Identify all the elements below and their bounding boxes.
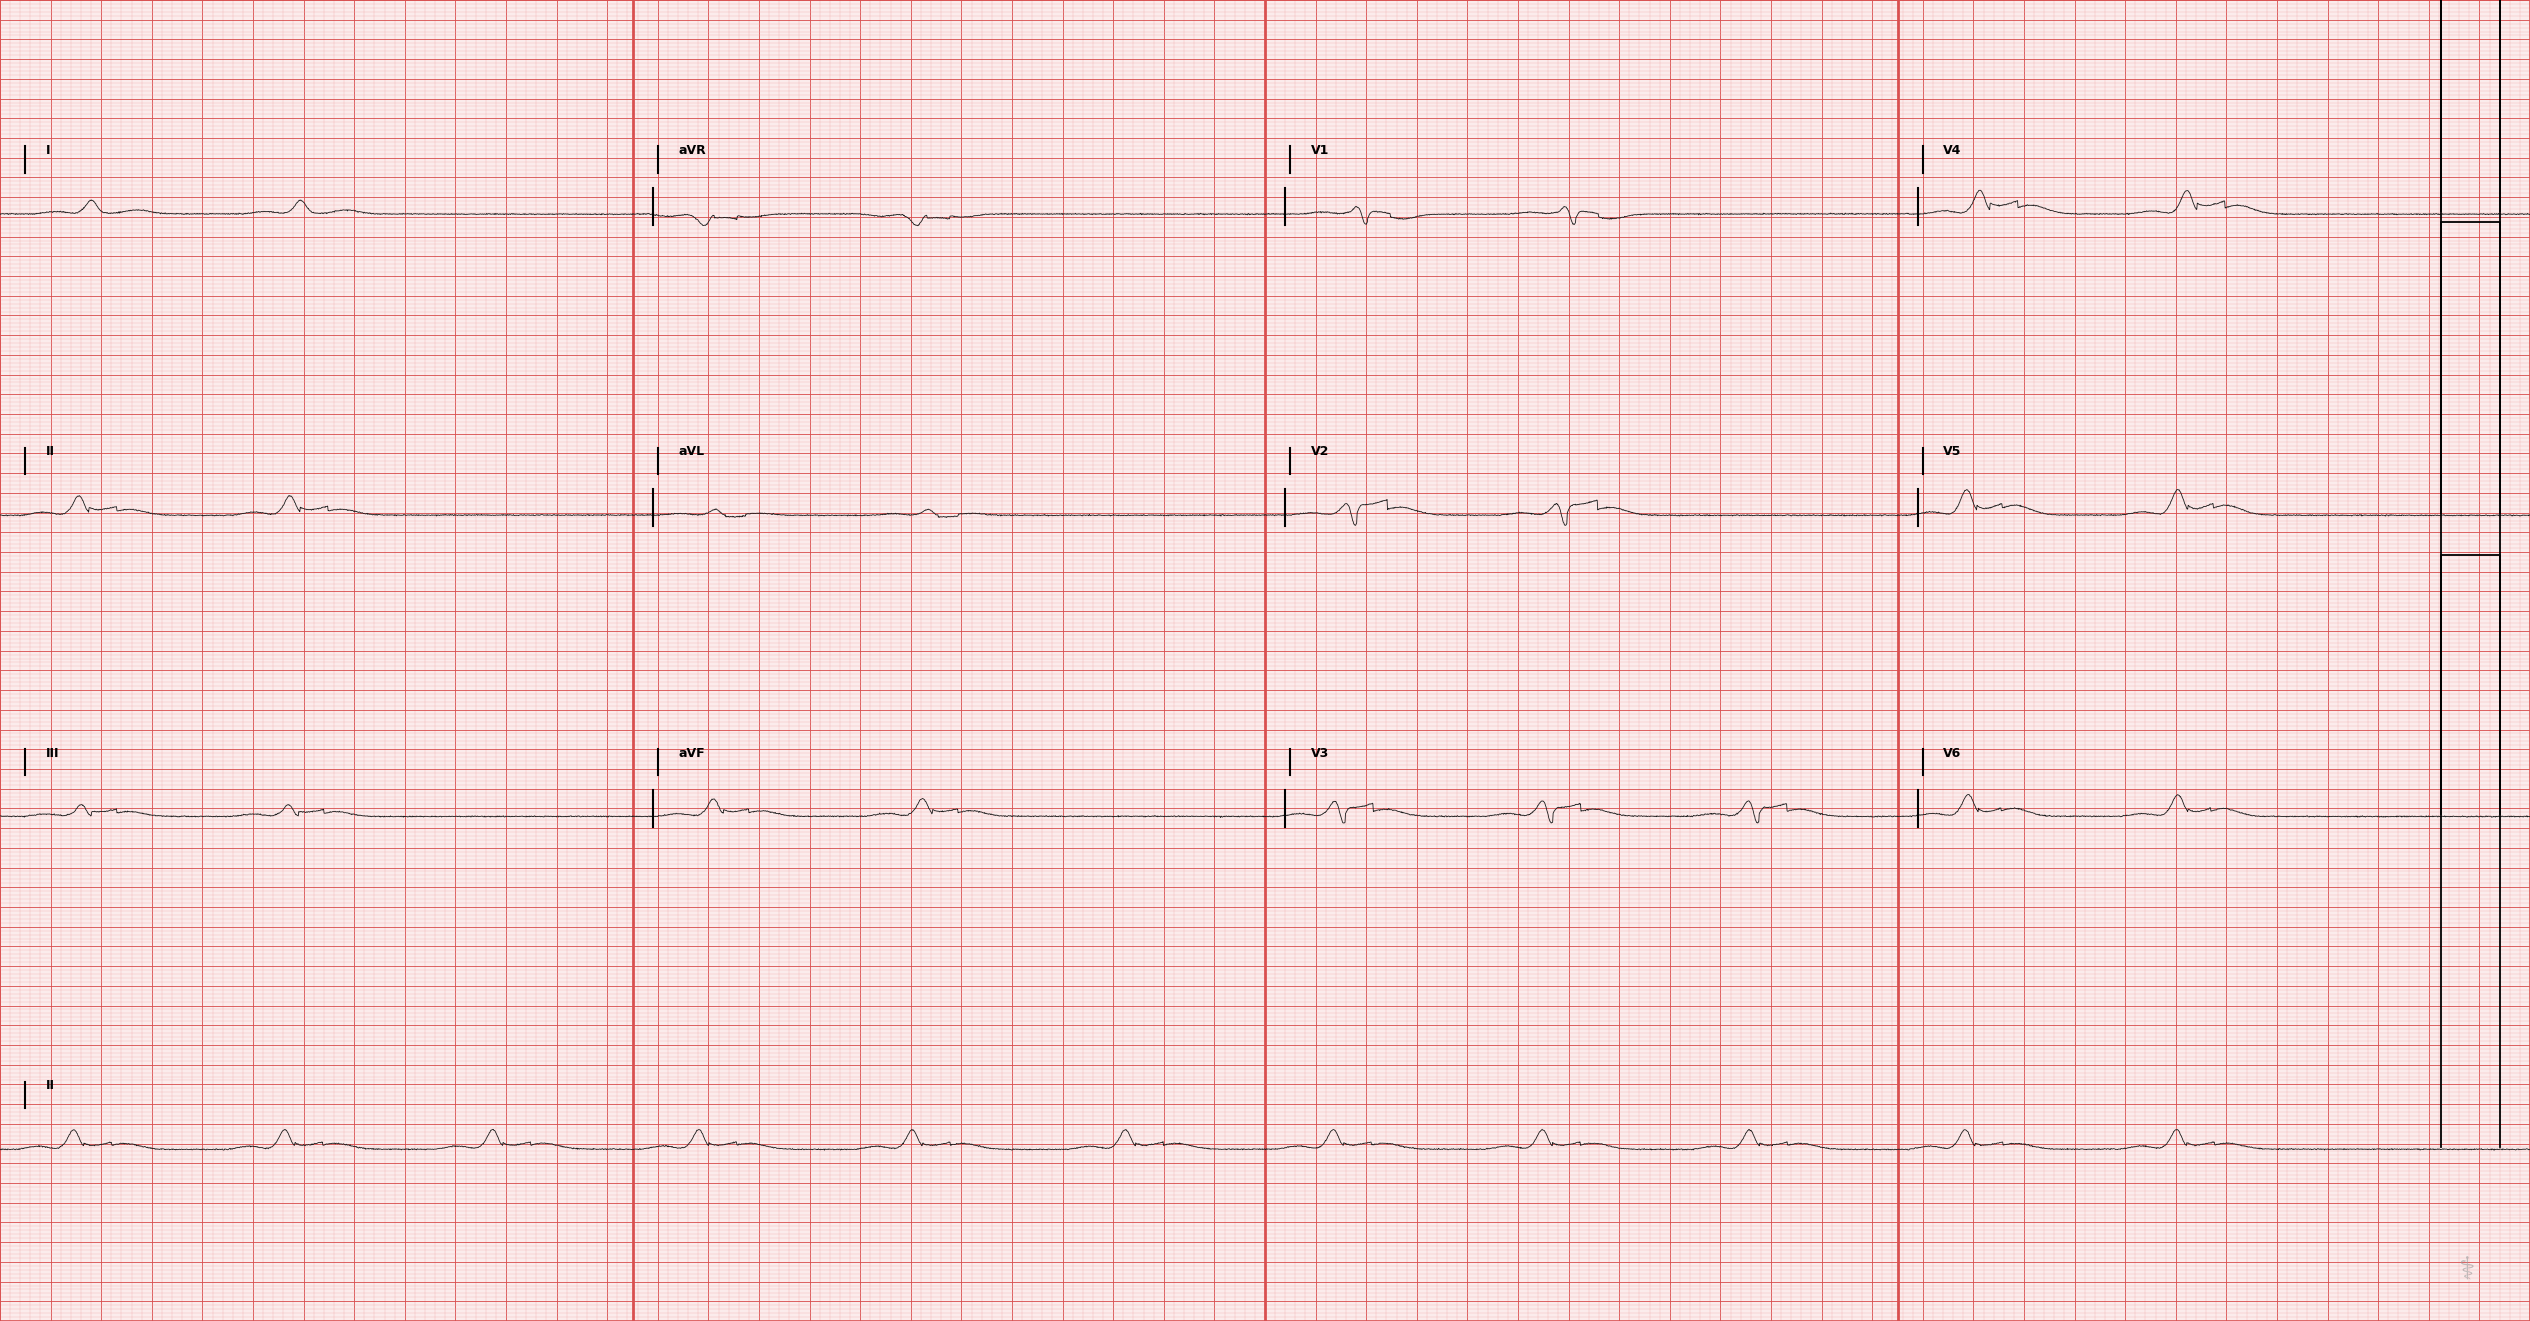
- Text: I: I: [46, 144, 51, 157]
- Text: ⚕: ⚕: [2459, 1256, 2474, 1285]
- Text: aVR: aVR: [678, 144, 706, 157]
- Text: V1: V1: [1311, 144, 1328, 157]
- Text: V4: V4: [1943, 144, 1961, 157]
- Text: V6: V6: [1943, 746, 1961, 760]
- Text: V3: V3: [1311, 746, 1328, 760]
- Text: III: III: [46, 746, 58, 760]
- Text: aVF: aVF: [678, 746, 706, 760]
- Text: V2: V2: [1311, 445, 1328, 458]
- Text: V5: V5: [1943, 445, 1961, 458]
- Text: II: II: [46, 445, 56, 458]
- Text: aVL: aVL: [678, 445, 703, 458]
- Text: II: II: [46, 1079, 56, 1092]
